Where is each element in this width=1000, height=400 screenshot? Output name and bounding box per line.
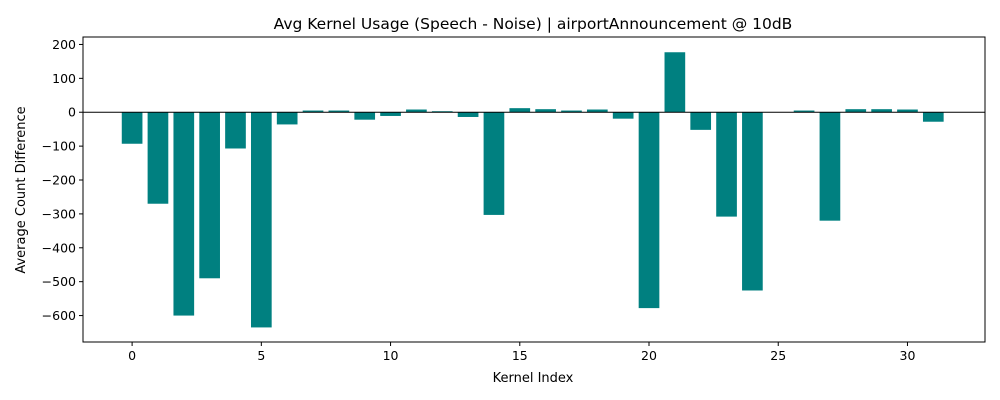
y-tick-label: −400	[42, 240, 76, 255]
bar-kernel-19	[612, 112, 634, 119]
y-axis-label: Average Count Difference	[14, 106, 29, 273]
x-axis: 0 5 10 15 20 25 30	[128, 342, 915, 363]
chart-title: Avg Kernel Usage (Speech - Noise) | airp…	[274, 15, 793, 33]
bar-kernel-6	[276, 112, 298, 125]
bar-kernel-30	[897, 109, 918, 113]
bar-kernel-0	[121, 112, 143, 144]
y-tick-label: −500	[42, 274, 76, 289]
bar-kernel-11	[406, 109, 427, 113]
bar-kernel-10	[380, 112, 401, 116]
bar-kernel-8	[328, 110, 350, 113]
y-tick-label: −200	[42, 173, 76, 188]
bar-kernel-29	[871, 109, 892, 113]
bar-kernel-18	[586, 109, 608, 113]
x-axis-label: Kernel Index	[493, 371, 574, 386]
bar-kernel-16	[535, 109, 556, 113]
bars-group	[121, 52, 944, 328]
y-tick-label: 200	[52, 37, 76, 52]
bar-kernel-12	[431, 111, 453, 113]
bar-kernel-1	[147, 112, 169, 204]
bar-kernel-4	[225, 112, 246, 149]
bar-kernel-14	[483, 112, 505, 215]
bar-kernel-24	[742, 112, 763, 291]
y-axis: 200 100 0 −100 −200 −300 −400 −500 −600	[42, 37, 83, 323]
bar-kernel-21	[664, 52, 686, 113]
x-tick-label: 10	[383, 348, 399, 363]
plot-frame	[82, 36, 986, 343]
bar-kernel-3	[199, 112, 220, 279]
x-tick-label: 0	[128, 348, 136, 363]
bar-kernel-22	[690, 112, 712, 130]
bar-kernel-5	[250, 112, 272, 328]
bar-kernel-23	[716, 112, 737, 217]
x-tick-label: 15	[512, 348, 528, 363]
bar-kernel-27	[819, 112, 841, 221]
bar-kernel-9	[354, 112, 376, 120]
bar-kernel-28	[845, 109, 867, 113]
bar-kernel-17	[561, 110, 582, 113]
bar-kernel-7	[302, 110, 324, 113]
x-tick-label: 5	[257, 348, 265, 363]
bar-kernel-26	[793, 110, 815, 113]
x-tick-label: 20	[641, 348, 657, 363]
bar-kernel-2	[173, 112, 195, 316]
bar-kernel-15	[509, 108, 531, 113]
x-tick-label: 30	[900, 348, 916, 363]
y-tick-label: −300	[42, 206, 76, 221]
bar-kernel-31	[922, 112, 944, 122]
y-tick-label: −600	[42, 308, 76, 323]
bar-kernel-20	[638, 112, 660, 309]
y-tick-label: 0	[68, 105, 76, 120]
y-tick-label: 100	[52, 71, 76, 86]
bar-kernel-13	[457, 112, 479, 117]
x-tick-label: 25	[770, 348, 786, 363]
y-tick-label: −100	[42, 139, 76, 154]
